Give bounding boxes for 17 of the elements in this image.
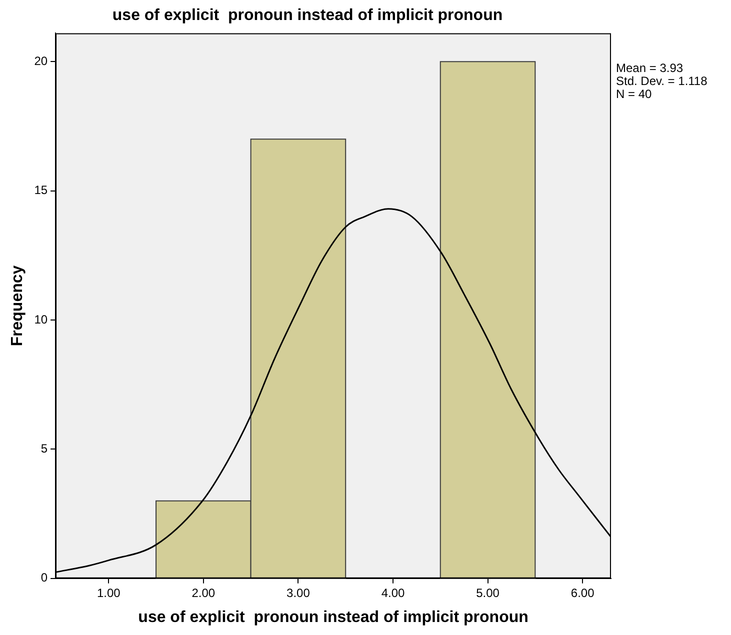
y-tick-label: 20 xyxy=(34,54,48,68)
x-tick-label: 5.00 xyxy=(476,586,500,600)
y-tick-label: 5 xyxy=(40,442,48,456)
y-tick-label: 10 xyxy=(34,312,48,326)
x-axis-title: use of explicit pronoun instead of implicit pronoun xyxy=(138,608,528,626)
x-tick-label: 3.00 xyxy=(286,586,310,600)
x-tick-label: 6.00 xyxy=(570,586,595,600)
text: Std. Dev. = 1.118 xyxy=(616,74,708,88)
chart-title: use of explicit pronoun instead of implicit pronoun xyxy=(112,7,503,24)
x-tick-label: 4.00 xyxy=(381,586,405,600)
x-tick-label: 2.00 xyxy=(192,586,216,600)
y-tick-label: 0 xyxy=(40,570,48,585)
text: N = 40 xyxy=(616,87,653,101)
y-tick-label: 15 xyxy=(34,183,48,198)
y-axis-title: Frequency xyxy=(9,265,26,346)
x-tick-label: 1.00 xyxy=(96,586,121,600)
text: Mean = 3.93 xyxy=(616,61,684,75)
